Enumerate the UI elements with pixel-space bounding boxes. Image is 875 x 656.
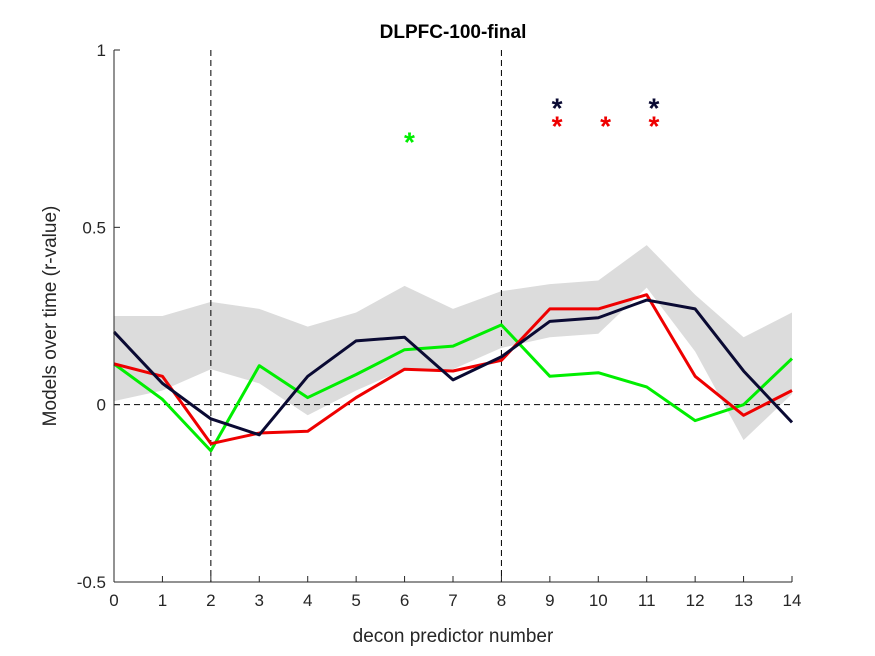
x-tick-label-1: 1 [158, 591, 167, 610]
significance-marker-5: * [649, 93, 660, 124]
x-tick-label-2: 2 [206, 591, 215, 610]
significance-marker-2: * [552, 93, 563, 124]
y-tick-label-1: 1 [97, 41, 106, 60]
significance-marker-6: * [649, 110, 660, 141]
series-line-1 [113, 323, 794, 453]
chart-title: DLPFC-100-final [380, 22, 527, 43]
x-tick-label-7: 7 [448, 591, 457, 610]
y-axis-label: Models over time (r-value) [40, 206, 61, 427]
x-tick-label-0: 0 [109, 591, 118, 610]
reference-lines-layer [114, 50, 792, 582]
x-tick-label-13: 13 [734, 591, 753, 610]
significance-markers-layer: *** *** [404, 93, 660, 158]
x-tick-label-5: 5 [351, 591, 360, 610]
x-tick-label-3: 3 [255, 591, 264, 610]
series-line-3 [112, 298, 794, 437]
series-layer [112, 293, 794, 453]
y-tick-label--0.5: -0.5 [77, 573, 106, 592]
x-tick-label-4: 4 [303, 591, 312, 610]
y-tick-label-0.5: 0.5 [82, 218, 106, 237]
significance-marker-1: * [404, 126, 415, 157]
x-tick-label-11: 11 [638, 591, 656, 610]
x-tick-label-9: 9 [545, 591, 554, 610]
x-tick-label-14: 14 [783, 591, 802, 610]
confidence-band-layer [114, 245, 792, 441]
x-tick-label-6: 6 [400, 591, 409, 610]
significance-marker-4: * [600, 110, 611, 141]
x-tick-label-12: 12 [686, 591, 705, 610]
axes-layer: 0 1 2 3 4 5 6 7 8 9 10 11 12 13 14-0.500.51 [77, 41, 802, 610]
x-tick-label-10: 10 [589, 591, 608, 610]
series-line-2 [113, 293, 793, 446]
x-tick-label-8: 8 [497, 591, 506, 610]
confidence-band [114, 245, 792, 441]
significance-marker-3: * [552, 110, 563, 141]
x-axis-label: decon predictor number [353, 626, 554, 647]
y-tick-label-0: 0 [97, 396, 106, 415]
